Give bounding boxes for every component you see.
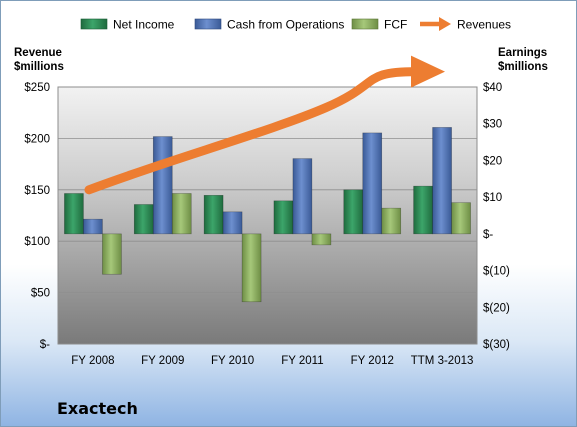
revenues-arrowhead: [411, 55, 445, 88]
bar-net-income-fy-2008: [64, 193, 84, 235]
category-label: FY 2008: [71, 355, 114, 367]
bar-fcf-fy-2012: [381, 207, 402, 235]
right-tick-label: $10: [483, 192, 502, 204]
right-tick-label: $-: [483, 229, 493, 241]
category-label: FY 2009: [141, 355, 184, 367]
left-axis-title-line2: $millions: [14, 61, 64, 73]
bar-cash-from-operations-fy-2011: [292, 158, 313, 235]
legend-label-net-income: Net Income: [113, 18, 175, 32]
bar-fcf-ttm-3-2013: [451, 202, 471, 235]
bars: [64, 127, 471, 303]
right-tick-label: $(30): [483, 339, 510, 351]
category-label: FY 2012: [351, 355, 394, 367]
left-tick-label: $-: [40, 339, 50, 351]
bar-net-income-fy-2010: [203, 195, 224, 235]
right-axis-title-line2: $millions: [498, 61, 548, 73]
bar-net-income-fy-2009: [133, 204, 154, 235]
company-name: Exactech: [57, 399, 138, 418]
left-axis: $- $50 $100 $150 $200 $250: [24, 82, 50, 351]
legend-label-fcf: FCF: [384, 18, 407, 32]
bar-fcf-fy-2010: [241, 233, 262, 303]
bar-cash-from-operations-fy-2009: [152, 136, 173, 235]
left-tick-label: $150: [24, 185, 50, 197]
legend-swatch-cash-from-operations: [194, 18, 222, 30]
right-tick-label: $20: [483, 155, 502, 167]
bar-fcf-fy-2008: [102, 233, 122, 275]
bar-fcf-fy-2009: [171, 193, 192, 235]
bar-net-income-fy-2012: [343, 189, 364, 235]
right-tick-label: $30: [483, 119, 502, 131]
revenues-trend-line: [84, 67, 421, 195]
bar-net-income-ttm-3-2013: [413, 185, 433, 235]
left-tick-label: $100: [24, 236, 50, 248]
bar-cash-from-operations-ttm-3-2013: [432, 127, 452, 235]
legend-swatch-fcf: [351, 18, 379, 30]
right-tick-label: $(20): [483, 302, 510, 314]
legend: Net Income Cash from Operations FCF Reve…: [80, 17, 511, 32]
gridlines: [58, 137, 477, 294]
category-label: FY 2010: [211, 355, 254, 367]
x-axis: FY 2008 FY 2009 FY 2010 FY 2011 FY 2012 TTM 3…: [71, 355, 473, 367]
left-tick-label: $50: [31, 288, 50, 300]
bar-cash-from-operations-fy-2008: [83, 218, 103, 235]
category-label: TTM 3-2013: [411, 355, 474, 367]
left-axis-title-line1: Revenue: [14, 47, 62, 59]
right-tick-label: $(10): [483, 266, 510, 278]
left-tick-label: $250: [24, 82, 50, 94]
legend-label-cash-from-operations: Cash from Operations: [227, 18, 344, 32]
right-axis: $(30) $(20) $(10) $- $10 $20 $30 $40: [483, 82, 510, 351]
bar-fcf-fy-2011: [311, 233, 332, 246]
category-label: FY 2011: [281, 355, 323, 367]
right-tick-label: $40: [483, 82, 502, 94]
legend-label-revenues: Revenues: [457, 18, 511, 32]
bar-cash-from-operations-fy-2010: [222, 211, 243, 235]
bar-net-income-fy-2011: [273, 200, 294, 235]
right-axis-title-line1: Earnings: [498, 47, 547, 59]
legend-swatch-net-income: [80, 18, 108, 30]
left-tick-label: $200: [24, 133, 50, 145]
revenues-trend: [84, 55, 445, 195]
legend-swatch-revenues: [420, 17, 451, 31]
bar-cash-from-operations-fy-2012: [362, 132, 383, 235]
